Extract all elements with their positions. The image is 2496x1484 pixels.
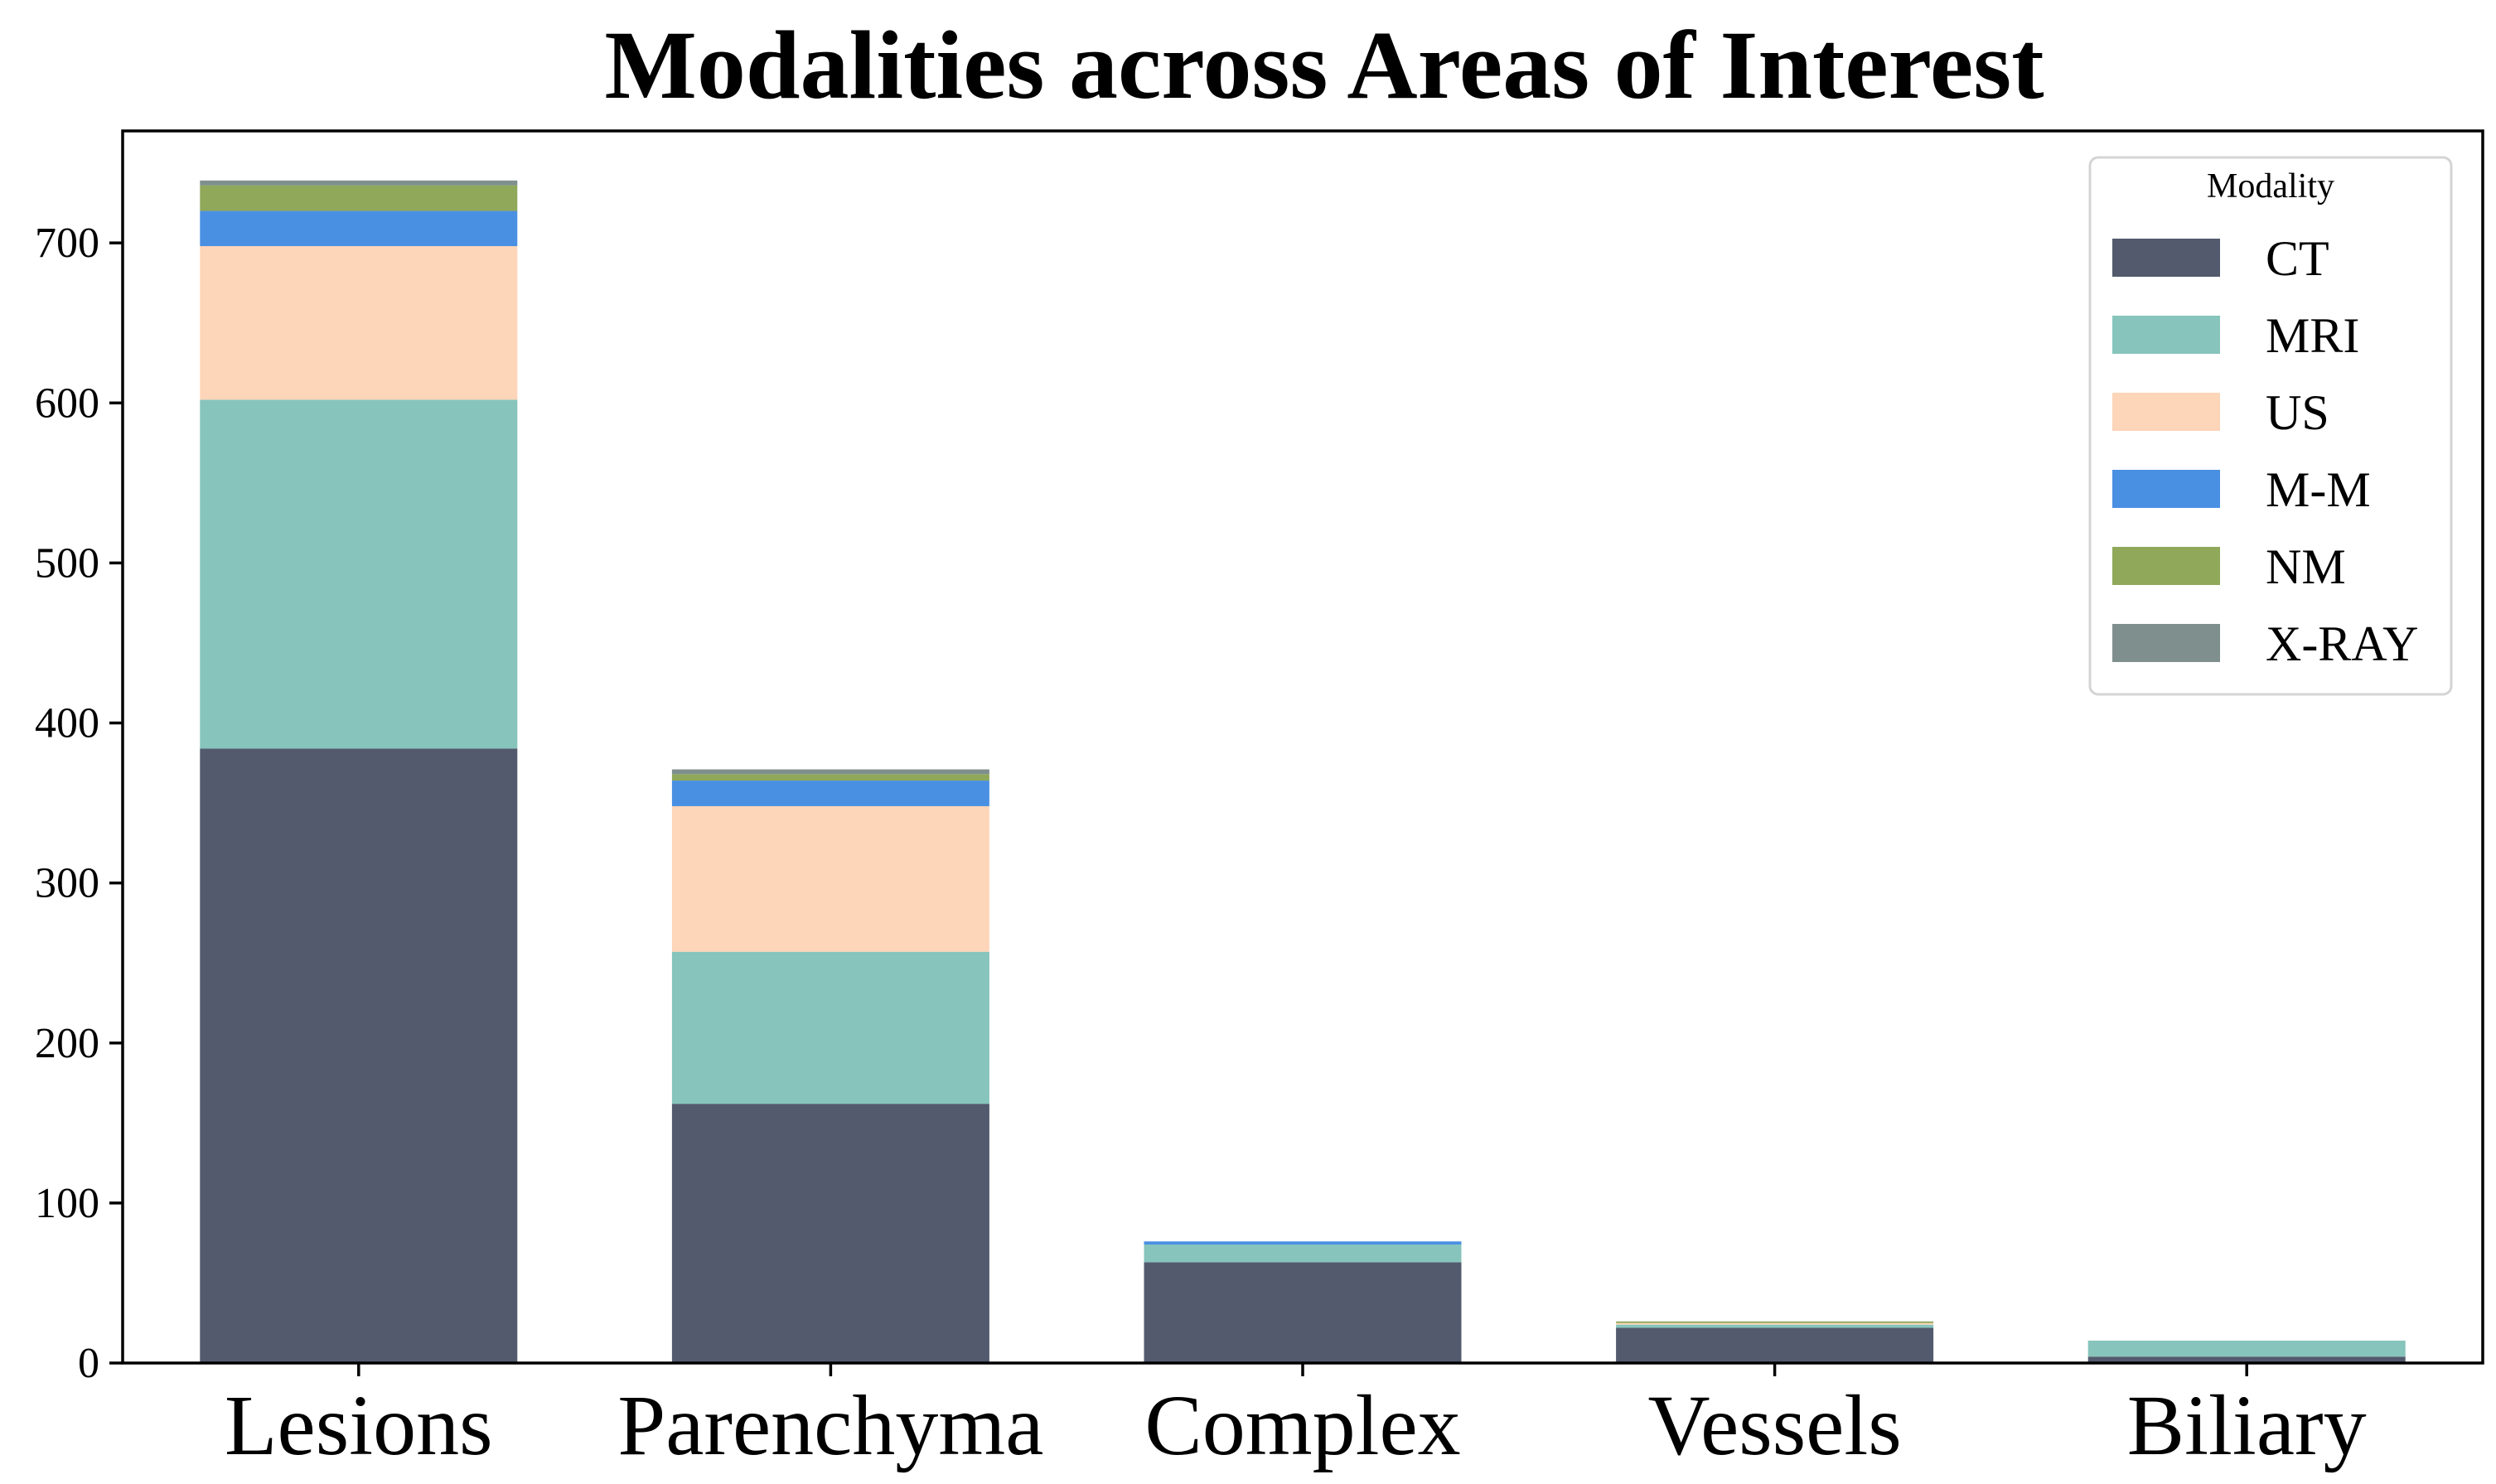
legend-swatch-ct — [2112, 239, 2220, 277]
y-tick-label: 700 — [35, 220, 99, 267]
x-tick-label: Parenchyma — [617, 1378, 1043, 1473]
x-tick-label: Lesions — [225, 1378, 493, 1473]
chart-title: Modalities across Areas of Interest — [605, 11, 2044, 119]
legend-label-ct: CT — [2266, 231, 2329, 286]
bar-parenchyma-nm — [671, 774, 989, 781]
bar-biliary-ct — [2087, 1356, 2406, 1363]
x-tick-label: Biliary — [2127, 1378, 2367, 1473]
x-tick-label: Complex — [1144, 1378, 1460, 1473]
legend-swatch-nm — [2112, 547, 2220, 585]
axes-layer: 0 100 200 300 400 500 600 700 Lesions Parenchyma C… — [35, 129, 2484, 1473]
bar-vessels-us — [1616, 1322, 1934, 1325]
legend-label-mri: MRI — [2266, 308, 2359, 363]
y-tick-label: 0 — [78, 1340, 99, 1387]
legend-label-m-m: M-M — [2266, 462, 2371, 517]
bar-parenchyma-mri — [671, 951, 989, 1105]
y-tick-label: 200 — [35, 1020, 99, 1067]
y-tick-label: 600 — [35, 379, 99, 427]
bars-layer — [200, 180, 2406, 1363]
x-tick-label: Vessels — [1647, 1378, 1901, 1473]
bar-vessels-mri — [1616, 1324, 1934, 1328]
bar-vessels-nm — [1616, 1321, 1934, 1323]
bar-complex-m-m — [1144, 1241, 1462, 1245]
legend-label-us: US — [2266, 385, 2329, 440]
legend-title: Modality — [2207, 167, 2334, 205]
bar-lesions-x-ray — [200, 180, 518, 186]
bar-parenchyma-us — [671, 805, 989, 952]
legend-label-x-ray: X-RAY — [2266, 616, 2418, 671]
legend-swatch-mri — [2112, 316, 2220, 354]
bar-complex-mri — [1144, 1245, 1462, 1263]
bar-complex-ct — [1144, 1262, 1462, 1363]
legend-swatch-m-m — [2112, 470, 2220, 508]
bar-vessels-ct — [1616, 1327, 1934, 1363]
y-tick-label: 400 — [35, 700, 99, 747]
bar-lesions-m-m — [200, 210, 518, 247]
bar-parenchyma-m-m — [671, 781, 989, 806]
bar-lesions-ct — [200, 748, 518, 1363]
bar-lesions-us — [200, 246, 518, 400]
bar-lesions-nm — [200, 185, 518, 211]
y-tick-label: 100 — [35, 1180, 99, 1227]
legend: Modality CT MRI US M-M NM X-RAY — [2088, 156, 2453, 696]
bar-lesions-mri — [200, 399, 518, 749]
legend-swatch-us — [2112, 393, 2220, 431]
bar-biliary-mri — [2087, 1340, 2406, 1357]
bar-parenchyma-x-ray — [671, 769, 989, 775]
legend-label-nm: NM — [2266, 539, 2346, 594]
legend-swatch-x-ray — [2112, 624, 2220, 662]
y-tick-label: 300 — [35, 860, 99, 907]
y-tick-label: 500 — [35, 539, 99, 587]
bar-parenchyma-ct — [671, 1104, 989, 1363]
